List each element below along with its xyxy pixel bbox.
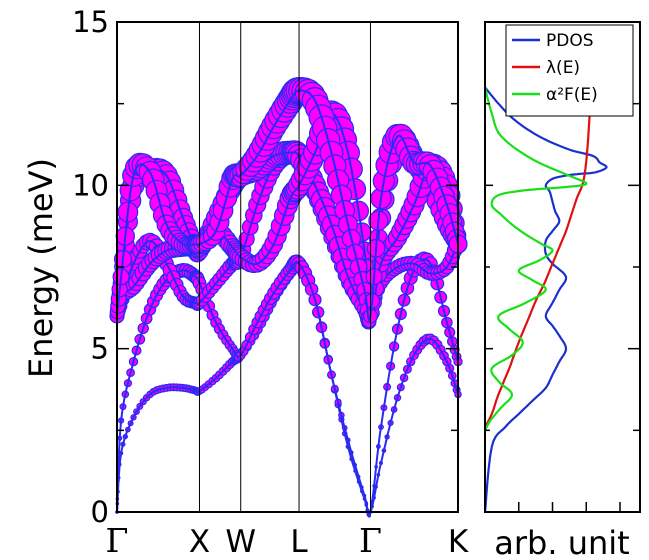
y-tick-label: 5	[91, 332, 109, 366]
branch-line	[116, 112, 459, 318]
dos-panel: arb. unit PDOS λ(E) α²F(E)	[483, 21, 641, 560]
kpoint-label: W	[225, 524, 256, 560]
y-axis-title: Energy (meV)	[22, 158, 60, 378]
dos-x-ticks	[518, 502, 621, 512]
kpoint-label: K	[448, 524, 469, 560]
kpoint-label: Γ	[359, 521, 382, 560]
kpoint-dividers	[198, 22, 371, 512]
kpoint-label: X	[189, 524, 210, 560]
dos-curves	[483, 86, 608, 513]
dos-legend: PDOS λ(E) α²F(E)	[505, 24, 634, 117]
legend-label: λ(E)	[546, 58, 580, 78]
phonon-branch	[109, 76, 468, 329]
y-tick-label: 15	[72, 5, 109, 39]
legend-label: α²F(E)	[546, 85, 598, 105]
dispersion-y-ticks	[117, 21, 458, 513]
dos-y-ticks	[485, 21, 640, 513]
dos-series-line	[483, 86, 608, 513]
branch-line	[116, 89, 459, 323]
dispersion-y-tick-labels: 0 5 10 15	[72, 5, 109, 529]
dos-x-axis-title: arb. unit	[494, 524, 629, 560]
dispersion-branches	[109, 76, 468, 518]
y-tick-label: 10	[72, 168, 109, 202]
y-tick-label: 0	[91, 495, 109, 529]
dos-series-line	[483, 87, 588, 431]
legend-label: PDOS	[546, 31, 594, 51]
kpoint-label: L	[290, 524, 308, 560]
kpoint-label: Γ	[106, 521, 129, 560]
phonon-branch	[115, 251, 463, 518]
